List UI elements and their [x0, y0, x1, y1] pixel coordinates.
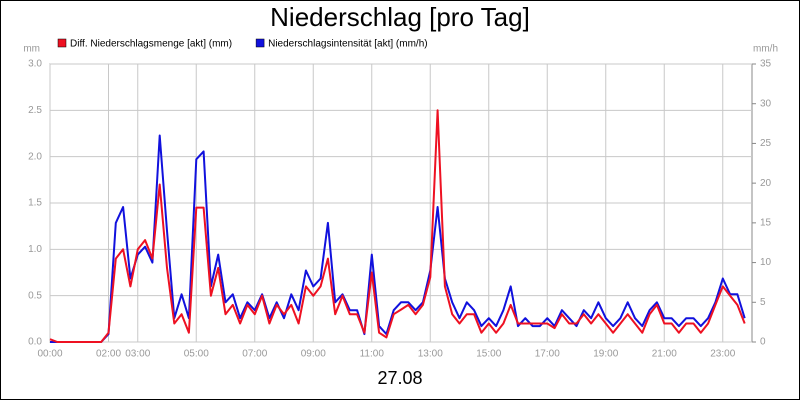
data-line: [50, 134, 746, 343]
y2-tick-label: 0: [760, 337, 766, 348]
x-tick-label: 15:00: [476, 349, 501, 360]
legend-swatch: [57, 38, 67, 48]
y2-tick-label: 5: [760, 297, 766, 308]
data-line: [49, 109, 746, 343]
x-axis-label: 27.08: [377, 368, 422, 388]
x-tick-label: 00:00: [37, 349, 62, 360]
y-tick-label: 2.5: [28, 105, 42, 116]
y2-tick-label: 10: [760, 257, 772, 268]
x-tick-label: 19:00: [593, 349, 618, 360]
chart-title: Niederschlag [pro Tag]: [270, 2, 530, 32]
y2-tick-label: 35: [760, 59, 772, 70]
x-tick-label: 02:00: [96, 349, 121, 360]
y2-tick-label: 20: [760, 178, 772, 189]
x-tick-label: 17:00: [535, 349, 560, 360]
x-tick-label: 21:00: [652, 349, 677, 360]
x-tick-label: 11:00: [360, 349, 385, 360]
x-tick-label: 05:00: [184, 349, 209, 360]
legend-swatch: [255, 38, 265, 48]
y2-axis-label: mm/h: [753, 44, 778, 55]
x-tick-label: 13:00: [418, 349, 443, 360]
y2-tick-label: 25: [760, 138, 772, 149]
y-axis-label: mm: [23, 44, 40, 55]
y-tick-label: 2.0: [28, 151, 42, 162]
legend-label: Diff. Niederschlagsmenge [akt] (mm): [70, 39, 232, 50]
x-tick-label: 07:00: [242, 349, 267, 360]
x-tick-label: 03:00: [125, 349, 150, 360]
x-tick-label: 09:00: [301, 349, 326, 360]
x-tick-label: 23:00: [710, 349, 735, 360]
y-tick-label: 0.0: [28, 337, 42, 348]
y2-tick-label: 15: [760, 217, 772, 228]
y-tick-label: 3.0: [28, 59, 42, 70]
legend-label: Niederschlagsintensität [akt] (mm/h): [268, 39, 428, 50]
y-tick-label: 1.5: [28, 198, 42, 209]
y-tick-label: 1.0: [28, 244, 42, 255]
y2-tick-label: 30: [760, 98, 772, 109]
y-tick-label: 0.5: [28, 290, 42, 301]
